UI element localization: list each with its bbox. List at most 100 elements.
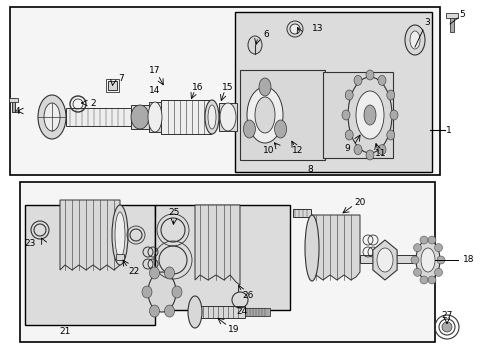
Ellipse shape bbox=[355, 91, 383, 139]
Ellipse shape bbox=[148, 102, 162, 132]
Ellipse shape bbox=[149, 305, 159, 317]
Text: 17: 17 bbox=[149, 66, 161, 75]
Ellipse shape bbox=[376, 248, 392, 272]
Ellipse shape bbox=[347, 77, 391, 153]
Text: 4: 4 bbox=[14, 107, 20, 116]
Bar bbox=[149, 102, 161, 132]
Text: 5: 5 bbox=[458, 9, 464, 18]
Ellipse shape bbox=[148, 272, 176, 312]
Ellipse shape bbox=[305, 215, 318, 281]
Ellipse shape bbox=[163, 103, 176, 131]
Text: 24: 24 bbox=[236, 307, 247, 316]
Ellipse shape bbox=[410, 256, 418, 264]
Ellipse shape bbox=[187, 105, 200, 129]
Ellipse shape bbox=[404, 25, 424, 55]
Polygon shape bbox=[60, 200, 120, 270]
Ellipse shape bbox=[427, 276, 435, 284]
Ellipse shape bbox=[386, 90, 394, 100]
Ellipse shape bbox=[345, 90, 352, 100]
Ellipse shape bbox=[274, 120, 286, 138]
Ellipse shape bbox=[419, 276, 427, 284]
Text: 25: 25 bbox=[168, 207, 179, 216]
Text: 7: 7 bbox=[118, 73, 123, 82]
Ellipse shape bbox=[363, 105, 375, 125]
Ellipse shape bbox=[164, 267, 174, 279]
Ellipse shape bbox=[187, 296, 202, 328]
Bar bbox=[292, 209, 310, 217]
Text: 21: 21 bbox=[59, 328, 71, 337]
Ellipse shape bbox=[413, 268, 421, 276]
Ellipse shape bbox=[142, 286, 152, 298]
Ellipse shape bbox=[413, 244, 421, 252]
Text: 6: 6 bbox=[263, 30, 268, 39]
Ellipse shape bbox=[377, 75, 385, 85]
Text: 16: 16 bbox=[192, 82, 203, 91]
Bar bbox=[106, 79, 119, 92]
Ellipse shape bbox=[259, 78, 270, 96]
Ellipse shape bbox=[420, 248, 434, 272]
Ellipse shape bbox=[386, 130, 394, 140]
Ellipse shape bbox=[243, 120, 255, 138]
Ellipse shape bbox=[289, 24, 299, 34]
Bar bbox=[9, 98, 18, 102]
Text: 26: 26 bbox=[242, 291, 253, 300]
Text: 13: 13 bbox=[312, 23, 323, 32]
Ellipse shape bbox=[345, 130, 352, 140]
Text: 3: 3 bbox=[423, 18, 429, 27]
Ellipse shape bbox=[204, 100, 219, 134]
Ellipse shape bbox=[365, 150, 373, 160]
Ellipse shape bbox=[409, 31, 419, 49]
Text: 12: 12 bbox=[292, 145, 303, 154]
Ellipse shape bbox=[415, 240, 439, 280]
Text: 10: 10 bbox=[262, 145, 273, 154]
Polygon shape bbox=[195, 205, 240, 285]
Ellipse shape bbox=[38, 95, 66, 139]
Text: 19: 19 bbox=[228, 325, 239, 334]
Text: 27: 27 bbox=[440, 310, 452, 320]
Bar bbox=[359, 255, 424, 263]
Ellipse shape bbox=[44, 103, 60, 131]
Bar bbox=[108, 81, 117, 90]
Ellipse shape bbox=[172, 286, 182, 298]
Text: 11: 11 bbox=[374, 149, 386, 158]
Bar bbox=[323, 72, 392, 158]
Bar bbox=[10, 7, 439, 175]
Text: 18: 18 bbox=[462, 256, 473, 265]
Ellipse shape bbox=[427, 236, 435, 244]
Ellipse shape bbox=[247, 36, 262, 54]
Ellipse shape bbox=[254, 97, 274, 133]
Bar bbox=[66, 111, 131, 123]
Ellipse shape bbox=[341, 110, 349, 120]
Ellipse shape bbox=[353, 145, 361, 155]
Ellipse shape bbox=[246, 87, 283, 143]
Bar bbox=[12, 98, 15, 112]
Text: 8: 8 bbox=[306, 165, 312, 174]
Ellipse shape bbox=[436, 256, 444, 264]
Bar bbox=[235, 12, 431, 172]
Text: 1: 1 bbox=[445, 126, 451, 135]
Ellipse shape bbox=[434, 268, 442, 276]
Ellipse shape bbox=[441, 322, 451, 332]
Ellipse shape bbox=[419, 236, 427, 244]
Polygon shape bbox=[309, 215, 359, 280]
Text: 2: 2 bbox=[90, 99, 96, 108]
Text: 14: 14 bbox=[149, 86, 161, 95]
Ellipse shape bbox=[164, 305, 174, 317]
Bar bbox=[219, 103, 237, 131]
Ellipse shape bbox=[389, 110, 397, 120]
Bar bbox=[240, 70, 325, 160]
Bar bbox=[449, 14, 453, 32]
Polygon shape bbox=[155, 205, 289, 310]
Text: 23: 23 bbox=[24, 239, 36, 248]
Ellipse shape bbox=[377, 145, 385, 155]
Text: 15: 15 bbox=[222, 82, 233, 91]
Ellipse shape bbox=[220, 103, 236, 131]
Polygon shape bbox=[25, 205, 155, 325]
Polygon shape bbox=[372, 240, 396, 280]
Bar bbox=[20, 182, 434, 342]
Ellipse shape bbox=[131, 105, 149, 129]
Bar bbox=[195, 306, 244, 318]
Ellipse shape bbox=[353, 75, 361, 85]
Bar bbox=[131, 105, 149, 129]
Ellipse shape bbox=[115, 212, 125, 258]
